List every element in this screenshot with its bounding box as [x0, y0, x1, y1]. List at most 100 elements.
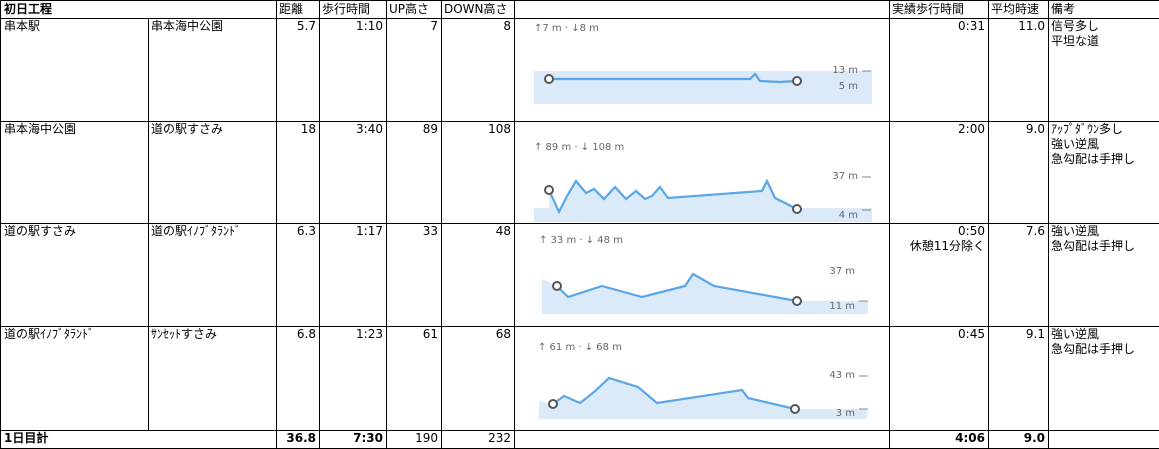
cell-text: 4:06	[955, 431, 985, 445]
cell-text: 平均時速	[991, 2, 1040, 16]
cell-text: 強い逆風	[1051, 327, 1100, 341]
cell: 道の駅すさみ	[148, 121, 277, 224]
header-cell: 歩行時間	[319, 0, 387, 19]
high-label: 13 m	[832, 65, 858, 76]
cell-text: 36.8	[286, 431, 316, 445]
cell: 18	[276, 121, 320, 224]
profile-line	[547, 178, 798, 215]
cell: 2:00	[889, 121, 989, 224]
cell-text: 急勾配は手押し	[1051, 152, 1136, 166]
header-cell: 平均時速	[988, 0, 1049, 19]
profile-cell	[514, 18, 890, 122]
cell: 0:50 休憩11分除く	[889, 223, 989, 327]
cell-text: 信号多し	[1051, 19, 1100, 33]
cell-text: ｻﾝｾｯﾄすさみ	[151, 327, 218, 341]
profile-area	[534, 71, 872, 104]
cell-text: 強い逆風	[1051, 224, 1100, 238]
cell-text: 3:40	[356, 122, 383, 136]
cell: 5.7	[276, 18, 320, 122]
cell-text: 0:50	[958, 224, 985, 238]
high-label: 37 m	[829, 266, 855, 277]
cell-text: 61	[422, 327, 438, 341]
cell: 道の駅ｲﾉﾌﾞﾀﾗﾝﾄﾞ	[148, 223, 277, 327]
high-label: 37 m	[832, 171, 858, 182]
profile-cell	[514, 223, 890, 327]
cell-text: 33	[422, 224, 438, 238]
cell-text: 6.8	[296, 327, 316, 341]
header-cell	[514, 0, 890, 19]
cell-text: 7.6	[1025, 224, 1045, 238]
total-cell	[514, 430, 890, 449]
cell-text: 0:45	[958, 327, 985, 341]
cell-text: 89	[422, 122, 438, 136]
profile-cell	[514, 121, 890, 224]
header-cell: DOWN高さ	[441, 0, 515, 19]
cell: 道の駅ｲﾉﾌﾞﾀﾗﾝﾄﾞ	[1, 326, 149, 431]
low-label: 4 m	[839, 210, 858, 221]
cell-text: 休憩11分除く	[909, 239, 985, 253]
cell-text: 歩行時間	[322, 2, 371, 16]
profile-line	[552, 376, 796, 411]
profile-fill	[542, 274, 868, 314]
cell-text: 距離	[279, 2, 304, 16]
header-cell: 備考	[1048, 0, 1159, 19]
total-cell: 190	[386, 430, 442, 449]
cell-text: 190	[415, 431, 438, 445]
cell: ｻﾝｾｯﾄすさみ	[148, 326, 277, 431]
gain-label: ↑ 61 m · ↓ 68 m	[538, 342, 622, 353]
low-label: 3 m	[836, 408, 855, 419]
cell: 48	[441, 223, 515, 327]
start-point	[548, 399, 558, 409]
header-cell: 初日工程	[1, 0, 277, 19]
gain-label: ↑ 89 m · ↓ 108 m	[534, 142, 624, 153]
profile-fill	[549, 181, 797, 222]
cell: 9.1	[988, 326, 1049, 431]
cell-text: 平坦な道	[1051, 34, 1100, 48]
cell-text: 串本海中公園	[151, 19, 224, 33]
cell: 串本海中公園	[148, 18, 277, 122]
cell: 68	[441, 326, 515, 431]
cell: 8	[441, 18, 515, 122]
end-point	[790, 404, 800, 414]
total-cell: 9.0	[988, 430, 1049, 449]
cell: 信号多し 平坦な道	[1048, 18, 1159, 122]
low-label: 11 m	[829, 301, 855, 312]
low-label: 5 m	[839, 81, 858, 92]
total-cell	[1048, 430, 1159, 449]
cell-text: 68	[495, 327, 511, 341]
cell-text: 強い逆風	[1051, 137, 1100, 151]
cell: 108	[441, 121, 515, 224]
cell-text: 9.0	[1025, 122, 1045, 136]
cell-text: 1:10	[356, 19, 383, 33]
cell-text: 道の駅すさみ	[151, 122, 224, 136]
end-point	[792, 204, 802, 214]
end-point	[792, 296, 802, 306]
start-point	[544, 185, 554, 195]
cell-text: 1日目計	[4, 431, 49, 445]
total-cell: 7:30	[319, 430, 387, 449]
cell: ｱｯﾌﾟﾀﾞｳﾝ多し 強い逆風 急勾配は手押し	[1048, 121, 1159, 224]
profile-line	[556, 272, 798, 303]
high-label: 43 m	[829, 370, 855, 381]
cell: 串本駅	[1, 18, 149, 122]
cell: 7.6	[988, 223, 1049, 327]
end-point	[792, 76, 802, 86]
start-point	[544, 74, 554, 84]
cell: 6.3	[276, 223, 320, 327]
cell-text: 2:00	[958, 122, 985, 136]
cell: 3:40	[319, 121, 387, 224]
cell-text: 9.0	[1023, 431, 1045, 445]
cell-text: DOWN高さ	[444, 2, 508, 16]
cell-text: 9.1	[1025, 327, 1045, 341]
cell: 9.0	[988, 121, 1049, 224]
elevation-profile: ↑7 m · ↓8 m 13 m 5 m	[534, 23, 872, 104]
cell-text: 5.7	[296, 19, 316, 33]
cell: 61	[386, 326, 442, 431]
header-cell: 距離	[276, 0, 320, 19]
total-cell: 232	[441, 430, 515, 449]
cell-text: 1:23	[356, 327, 383, 341]
profile-fill	[539, 378, 867, 419]
cell-text: 7	[430, 19, 438, 33]
cell: 1:17	[319, 223, 387, 327]
